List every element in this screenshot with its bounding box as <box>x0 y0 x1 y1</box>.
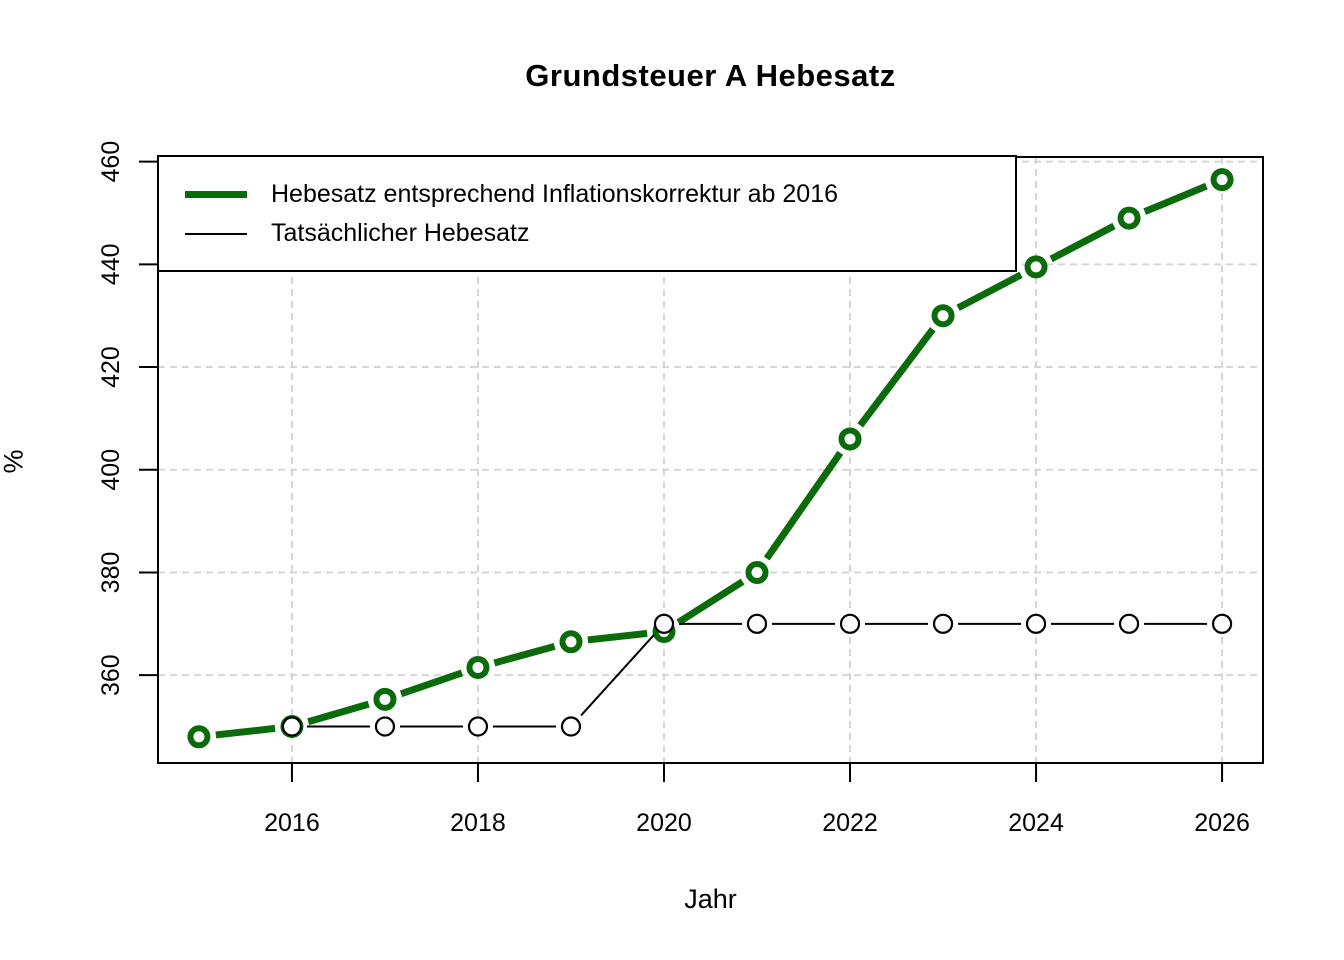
series-1-marker <box>467 716 489 737</box>
y-tick-label: 460 <box>97 141 125 183</box>
series-0-line-segment <box>857 327 936 428</box>
legend-label-actual: Tatsächlicher Hebesatz <box>271 219 530 247</box>
series-0-marker <box>745 560 769 584</box>
series-0-line-segment <box>956 271 1023 311</box>
y-tick-label: 400 <box>97 449 125 491</box>
legend: Hebesatz entsprechend Inflationskorrektu… <box>157 155 1017 272</box>
x-tick-label: 2016 <box>264 809 320 837</box>
series-0-marker <box>838 427 862 451</box>
series-0-marker <box>466 655 490 679</box>
series-1-marker <box>560 716 582 737</box>
y-tick-label: 440 <box>97 243 125 285</box>
x-tick-label: 2022 <box>822 809 878 837</box>
legend-line-sample-green <box>185 191 247 198</box>
series-0-line-segment <box>1049 222 1116 263</box>
legend-item-inflation: Hebesatz entsprechend Inflationskorrektu… <box>159 175 1015 214</box>
series-0-marker <box>559 630 583 654</box>
series-0-marker <box>1117 206 1141 230</box>
series-0-marker <box>931 304 955 328</box>
series-1-marker <box>374 716 396 737</box>
chart-title: Grundsteuer A Hebesatz <box>525 58 896 93</box>
series-0-marker <box>1210 168 1234 192</box>
series-1-marker <box>1025 613 1047 634</box>
x-tick-label: 2018 <box>450 809 506 837</box>
series-0-marker <box>1024 255 1048 279</box>
series-0-line-segment <box>587 629 648 644</box>
legend-line-sample-black <box>185 232 247 235</box>
series-1-marker <box>932 613 954 634</box>
series-0-marker <box>373 687 397 711</box>
series-1-marker <box>281 716 303 737</box>
y-axis-title: % <box>0 449 29 474</box>
series-1-marker <box>1118 613 1140 634</box>
y-tick-label: 420 <box>97 346 125 388</box>
x-axis-title: Jahr <box>684 884 737 914</box>
series-0-line-segment <box>493 642 556 667</box>
series-0-line-segment <box>1143 182 1208 215</box>
y-tick-label: 380 <box>97 552 125 594</box>
x-tick-label: 2020 <box>636 809 692 837</box>
series-1-marker <box>839 613 861 634</box>
series-1-marker <box>746 613 768 634</box>
x-tick-label: 2026 <box>1194 809 1250 837</box>
series-0-line-segment <box>763 450 844 561</box>
series-0-line-segment <box>215 724 276 739</box>
legend-label-inflation: Hebesatz entsprechend Inflationskorrektu… <box>271 180 839 208</box>
series-1-line-segment <box>580 634 655 717</box>
series-0-line-segment <box>676 578 745 626</box>
series-1-marker <box>1211 613 1233 634</box>
x-tick-label: 2024 <box>1008 809 1064 837</box>
series-0-marker <box>187 725 211 749</box>
y-tick-label: 360 <box>97 654 125 696</box>
series-1-marker <box>653 613 675 634</box>
series-0-line-segment <box>399 669 464 698</box>
legend-item-actual: Tatsächlicher Hebesatz <box>159 214 1015 253</box>
series-0-line-segment <box>307 700 370 726</box>
